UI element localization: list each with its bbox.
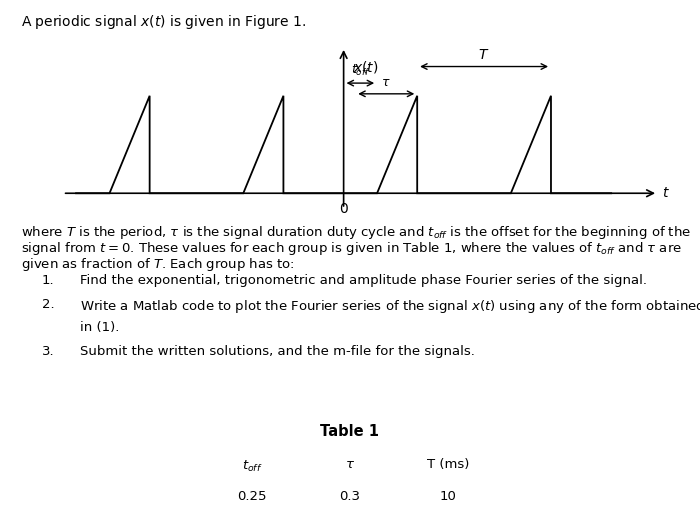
Text: 0: 0 xyxy=(340,202,348,216)
Text: 0.25: 0.25 xyxy=(237,490,267,503)
Text: 0.3: 0.3 xyxy=(340,490,360,503)
Text: signal from $t = 0$. These values for each group is given in Table 1, where the : signal from $t = 0$. These values for ea… xyxy=(21,240,682,257)
Text: Table 1: Table 1 xyxy=(321,424,379,439)
Text: where $T$ is the period, $\tau$ is the signal duration duty cycle and $t_{off}$ : where $T$ is the period, $\tau$ is the s… xyxy=(21,224,691,241)
Text: $t$: $t$ xyxy=(662,186,670,200)
Text: 2.: 2. xyxy=(42,298,55,311)
Text: $x(t)$: $x(t)$ xyxy=(353,58,379,75)
Text: $t_{off}$: $t_{off}$ xyxy=(241,458,262,474)
Text: $t_{off}$: $t_{off}$ xyxy=(351,63,370,78)
Text: $\tau$: $\tau$ xyxy=(382,76,391,89)
Text: A periodic signal $x(t)$ is given in Figure 1.: A periodic signal $x(t)$ is given in Fig… xyxy=(21,13,307,31)
Text: 10: 10 xyxy=(440,490,456,503)
Text: given as fraction of $T$. Each group has to:: given as fraction of $T$. Each group has… xyxy=(21,256,295,272)
Text: Find the exponential, trigonometric and amplitude phase Fourier series of the si: Find the exponential, trigonometric and … xyxy=(80,274,648,287)
Text: 1.: 1. xyxy=(42,274,55,287)
Text: Write a Matlab code to plot the Fourier series of the signal $x(t)$ using any of: Write a Matlab code to plot the Fourier … xyxy=(80,298,700,315)
Text: $\tau$: $\tau$ xyxy=(345,458,355,472)
Text: Submit the written solutions, and the m-file for the signals.: Submit the written solutions, and the m-… xyxy=(80,345,475,358)
Text: 3.: 3. xyxy=(42,345,55,358)
Text: T (ms): T (ms) xyxy=(427,458,469,472)
Text: $T$: $T$ xyxy=(478,47,490,62)
Text: in (1).: in (1). xyxy=(80,321,120,335)
